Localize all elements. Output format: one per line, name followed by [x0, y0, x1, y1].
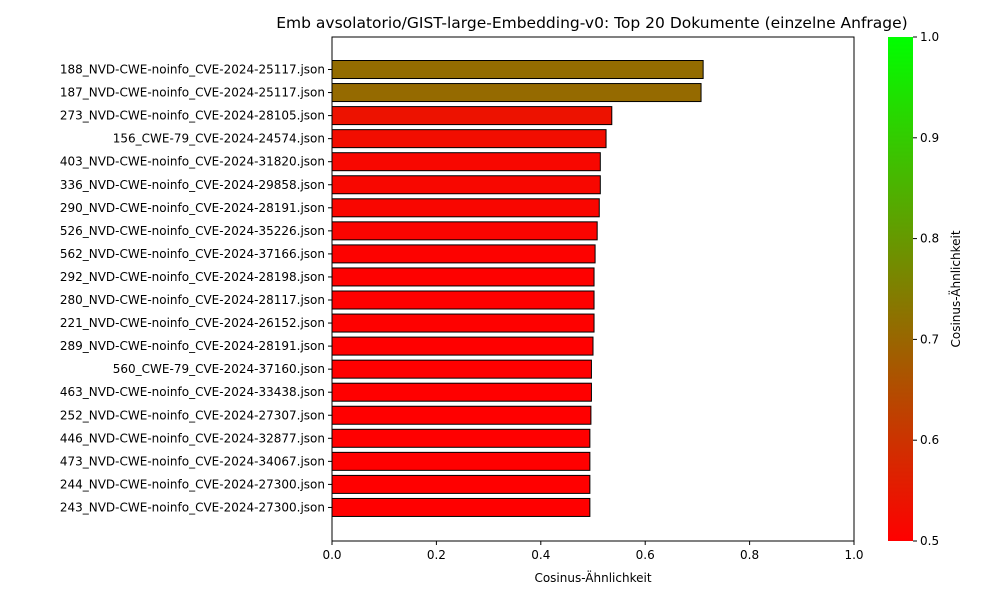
colorbar-ticks: 0.5 0.6 0.7 0.8 0.9 1.0 [913, 30, 939, 548]
bar [331, 129, 607, 149]
colorbar-tick-label: 0.7 [920, 332, 939, 346]
y-tick-label: 526_NVD-CWE-noinfo_CVE-2024-35226.json [60, 224, 325, 238]
bar [331, 152, 601, 172]
bar [331, 428, 591, 448]
y-tick-label: 290_NVD-CWE-noinfo_CVE-2024-28191.json [60, 201, 325, 215]
colorbar-title: Cosinus-Ähnlichkeit [948, 230, 963, 347]
y-tick-label: 156_CWE-79_CVE-2024-24574.json [113, 132, 325, 146]
bar [331, 60, 704, 79]
colorbar-tick-label: 1.0 [920, 30, 939, 44]
y-tick-label: 252_NVD-CWE-noinfo_CVE-2024-27307.json [60, 408, 325, 422]
plot-area: 188_NVD-CWE-noinfo_CVE-2024-25117.json 18… [60, 36, 864, 562]
y-tick-label: 403_NVD-CWE-noinfo_CVE-2024-31820.json [60, 155, 325, 169]
colorbar-gradient [888, 37, 913, 541]
colorbar-tick-label: 0.5 [920, 534, 939, 548]
bar [331, 221, 598, 241]
bar [331, 267, 595, 287]
bar [331, 382, 592, 402]
x-tick-label: 1.0 [844, 548, 863, 562]
y-tick-label: 289_NVD-CWE-noinfo_CVE-2024-28191.json [60, 339, 325, 353]
bar [331, 474, 591, 494]
bar [331, 359, 592, 379]
x-tick-label: 0.2 [427, 548, 446, 562]
x-tick-label: 0.4 [531, 548, 550, 562]
x-tick-label: 0.6 [636, 548, 655, 562]
y-tick-label: 336_NVD-CWE-noinfo_CVE-2024-29858.json [60, 178, 325, 192]
bar [331, 244, 596, 264]
bar [331, 83, 702, 103]
colorbar-tick-label: 0.8 [920, 232, 939, 246]
bar [331, 106, 613, 126]
y-tick-label: 446_NVD-CWE-noinfo_CVE-2024-32877.json [60, 431, 325, 445]
bar [331, 451, 591, 471]
bar [331, 313, 595, 333]
y-tick-label: 221_NVD-CWE-noinfo_CVE-2024-26152.json [60, 316, 325, 330]
x-tick-label: 0.0 [322, 548, 341, 562]
y-tick-label: 473_NVD-CWE-noinfo_CVE-2024-34067.json [60, 454, 325, 468]
y-tick-label: 273_NVD-CWE-noinfo_CVE-2024-28105.json [60, 109, 325, 123]
bar [331, 198, 600, 218]
bar-group [331, 60, 704, 517]
y-tick-label: 244_NVD-CWE-noinfo_CVE-2024-27300.json [60, 477, 325, 491]
plot-frame [331, 36, 855, 542]
chart-title: Emb avsolatorio/GIST-large-Embedding-v0:… [276, 14, 907, 32]
y-tick-label: 560_CWE-79_CVE-2024-37160.json [113, 362, 325, 376]
y-tick-label: 187_NVD-CWE-noinfo_CVE-2024-25117.json [60, 86, 325, 100]
x-tick-label: 0.8 [740, 548, 759, 562]
y-tick-label: 292_NVD-CWE-noinfo_CVE-2024-28198.json [60, 270, 325, 284]
y-tick-label: 562_NVD-CWE-noinfo_CVE-2024-37166.json [60, 247, 325, 261]
y-tick-label: 280_NVD-CWE-noinfo_CVE-2024-28117.json [60, 293, 325, 307]
y-tick-label: 463_NVD-CWE-noinfo_CVE-2024-33438.json [60, 385, 325, 399]
y-tick-label: 243_NVD-CWE-noinfo_CVE-2024-27300.json [60, 500, 325, 514]
colorbar: 0.5 0.6 0.7 0.8 0.9 1.0 Cosinus-Ähnlichkeit [888, 30, 963, 548]
x-axis-title: Cosinus-Ähnlichkeit [534, 570, 651, 585]
bar [331, 175, 601, 195]
colorbar-tick-label: 0.6 [920, 433, 939, 447]
bar [331, 290, 595, 310]
bar [331, 405, 592, 425]
y-axis: 188_NVD-CWE-noinfo_CVE-2024-25117.json 18… [60, 63, 332, 514]
bar [331, 336, 594, 356]
x-axis: 0.0 0.2 0.4 0.6 0.8 1.0 [322, 541, 864, 562]
y-tick-label: 188_NVD-CWE-noinfo_CVE-2024-25117.json [60, 63, 325, 77]
bar [331, 497, 591, 517]
colorbar-tick-label: 0.9 [920, 131, 939, 145]
